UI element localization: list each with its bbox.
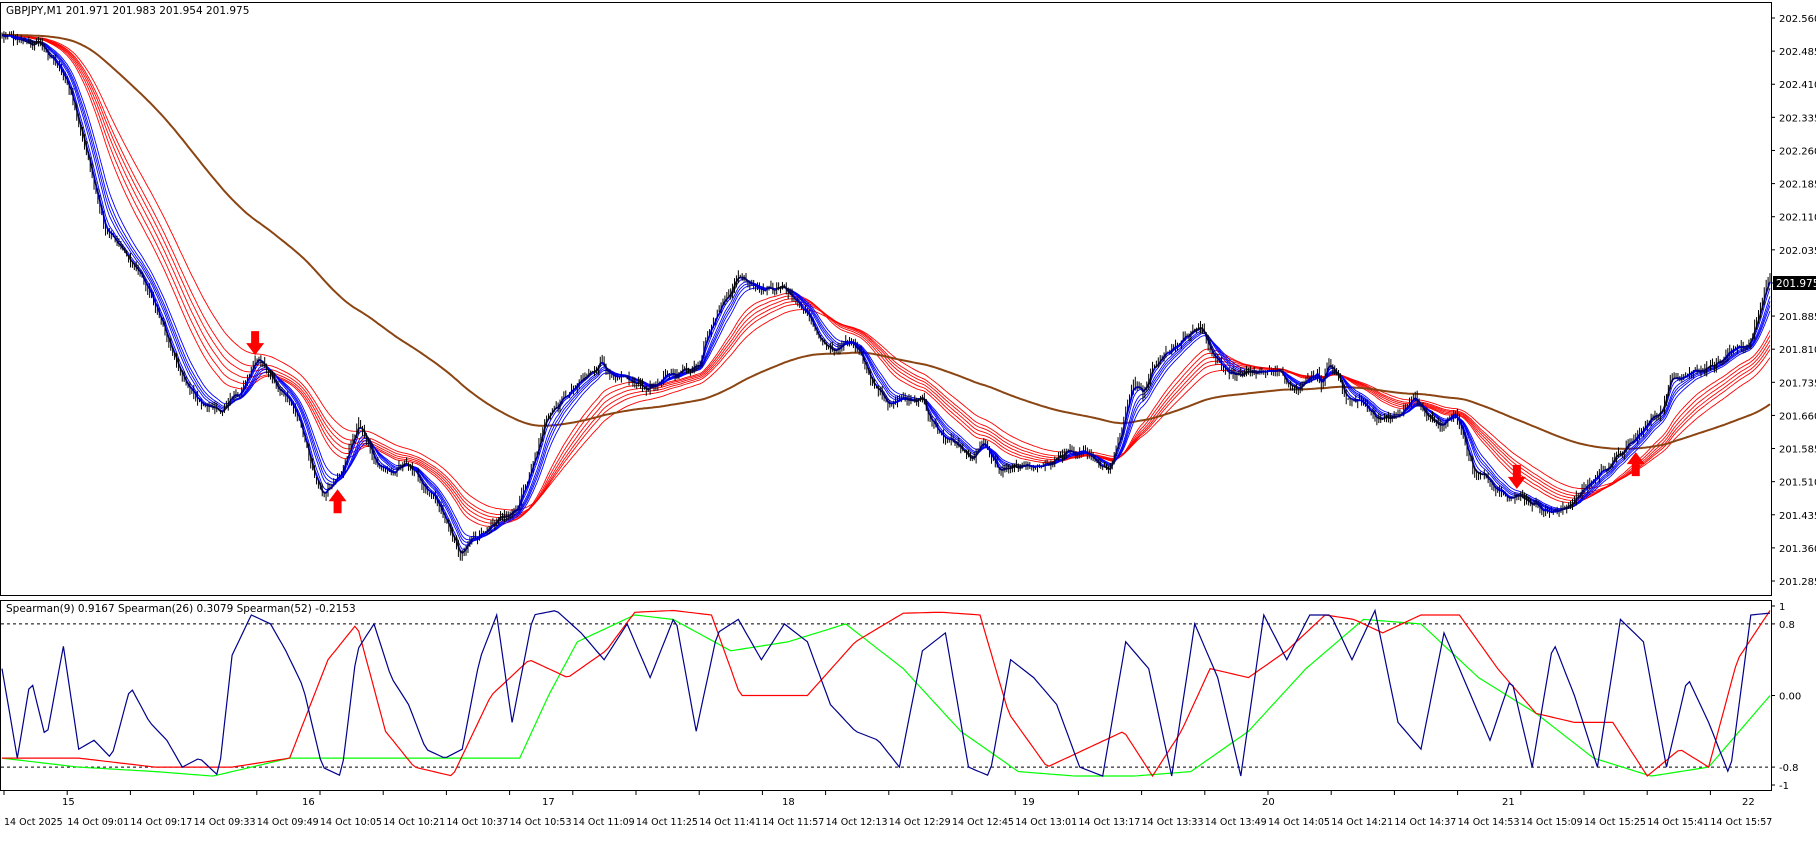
time-label: 14 Oct 09:33 xyxy=(194,817,256,828)
time-label: 14 Oct 10:21 xyxy=(383,817,445,828)
price-label: 202.260 xyxy=(1779,146,1816,157)
price-label: 202.035 xyxy=(1779,246,1816,257)
main-chart-frame xyxy=(0,2,1772,596)
time-label: 14 Oct 15:41 xyxy=(1647,817,1709,828)
time-label: 14 Oct 15:57 xyxy=(1710,817,1772,828)
separator-label: 19 xyxy=(1022,797,1035,808)
current-price-tag: 201.975 xyxy=(1773,276,1816,290)
time-label: 14 Oct 09:01 xyxy=(67,817,129,828)
separator-label: 15 xyxy=(62,797,75,808)
price-label: 202.485 xyxy=(1779,47,1816,58)
price-label: 202.110 xyxy=(1779,213,1816,224)
spearman-line-0 xyxy=(1,608,1771,777)
separator-label: 21 xyxy=(1502,797,1515,808)
time-label: 14 Oct 11:09 xyxy=(573,817,635,828)
time-label: 14 Oct 15:09 xyxy=(1521,817,1583,828)
time-label: 14 Oct 13:49 xyxy=(1205,817,1267,828)
price-label: 201.510 xyxy=(1779,478,1816,489)
price-label: 201.885 xyxy=(1779,312,1816,323)
fast-ma-line-8 xyxy=(1,34,1771,546)
spearman-line-1 xyxy=(2,609,1771,778)
time-label: 14 Oct 10:05 xyxy=(320,817,382,828)
time-label: 14 Oct 11:41 xyxy=(699,817,761,828)
signal-arrow-up xyxy=(1626,452,1645,477)
slow-ma-line-50 xyxy=(1,34,1771,516)
price-label: 202.560 xyxy=(1779,14,1816,25)
separator-label: 20 xyxy=(1262,797,1275,808)
time-label: 14 Oct 2025 xyxy=(4,817,63,828)
signal-arrow-down xyxy=(246,331,265,356)
time-label: 14 Oct 11:57 xyxy=(762,817,824,828)
separator-label: 16 xyxy=(302,797,315,808)
price-label: 202.335 xyxy=(1779,113,1816,124)
fast-ma-line-10 xyxy=(1,34,1771,543)
indicator-label: 0.8 xyxy=(1779,620,1795,631)
spearman-line-2 xyxy=(1,614,1771,777)
time-label: 14 Oct 13:33 xyxy=(1142,817,1204,828)
long-ma-line xyxy=(1,33,1771,450)
time-label: 14 Oct 11:25 xyxy=(636,817,698,828)
slow-ma-line-40 xyxy=(1,34,1771,521)
time-label: 14 Oct 09:17 xyxy=(130,817,192,828)
indicator-axis: 1 0.8 0.00 -0.8 -1 xyxy=(1771,602,1801,792)
signal-arrow-down xyxy=(1507,464,1526,489)
slow-ma-line-60 xyxy=(1,34,1771,511)
time-axis: 14 Oct 2025 14 Oct 09:01 14 Oct 09:17 14 Oc… xyxy=(3,791,1772,828)
price-label: 201.285 xyxy=(1779,577,1816,588)
fast-ma-line-12 xyxy=(1,34,1771,541)
signal-arrow-up xyxy=(328,489,347,514)
indicator-label: -0.8 xyxy=(1779,763,1799,774)
time-label: 14 Oct 09:49 xyxy=(257,817,319,828)
time-label: 14 Oct 14:05 xyxy=(1268,817,1330,828)
time-label: 14 Oct 15:25 xyxy=(1584,817,1646,828)
indicator-label: -1 xyxy=(1779,781,1789,792)
candles xyxy=(1,30,1771,561)
time-label: 14 Oct 10:53 xyxy=(510,817,572,828)
slow-ma-line-35 xyxy=(1,34,1771,524)
time-label: 14 Oct 13:17 xyxy=(1078,817,1140,828)
spearman-lines xyxy=(1,608,1771,778)
price-label: 201.585 xyxy=(1779,445,1816,456)
price-label: 201.810 xyxy=(1779,345,1816,356)
price-label: 201.735 xyxy=(1779,378,1816,389)
time-label: 14 Oct 10:37 xyxy=(446,817,508,828)
price-label: 201.360 xyxy=(1779,544,1816,555)
time-label: 14 Oct 12:45 xyxy=(952,817,1014,828)
main-chart-header: GBPJPY,M1 201.971 201.983 201.954 201.97… xyxy=(6,5,249,17)
indicator-label: 1 xyxy=(1779,602,1785,613)
time-label: 14 Oct 14:21 xyxy=(1331,817,1393,828)
separator-label: 18 xyxy=(782,797,795,808)
time-label: 14 Oct 13:01 xyxy=(1015,817,1077,828)
indicator-header: Spearman(9) 0.9167 Spearman(26) 0.3079 S… xyxy=(6,603,356,615)
time-label: 14 Oct 12:29 xyxy=(889,817,951,828)
signal-arrows xyxy=(246,331,1645,514)
time-label: 14 Oct 14:53 xyxy=(1458,817,1520,828)
fast-ma-line-15 xyxy=(1,34,1771,538)
time-label: 14 Oct 14:37 xyxy=(1394,817,1456,828)
slow-ma-line-30 xyxy=(1,34,1771,527)
price-label: 202.185 xyxy=(1779,180,1816,191)
indicator-label: 0.00 xyxy=(1779,692,1801,703)
price-axis: 202.560 202.485 202.410 202.335 202.260 202.1… xyxy=(1771,14,1816,588)
price-label: 201.435 xyxy=(1779,511,1816,522)
separator-label: 22 xyxy=(1742,797,1755,808)
price-label: 202.410 xyxy=(1779,80,1816,91)
current-price-label: 201.975 xyxy=(1776,278,1816,290)
separator-label: 17 xyxy=(542,797,555,808)
price-label: 201.660 xyxy=(1779,411,1816,422)
time-label: 14 Oct 12:13 xyxy=(826,817,888,828)
